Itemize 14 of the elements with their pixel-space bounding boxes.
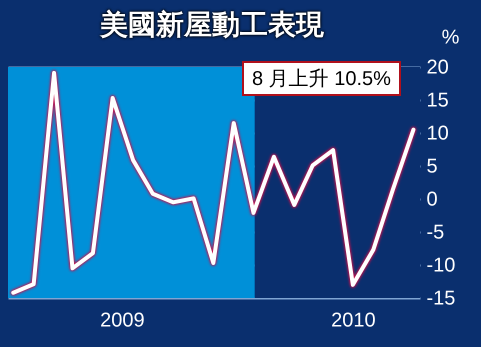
y-tick-label: 0 [426,188,438,210]
y-tick-label: 5 [426,156,438,178]
chart-title: 美國新屋動工表現 [100,7,324,43]
y-tick-label: -10 [426,254,456,276]
annotation: 8 月上升 10.5% [242,61,401,96]
x-tick-label: 2009 [100,310,145,332]
x-tick-label: 2010 [331,310,376,332]
y-tick-label: 20 [426,56,449,78]
y-tick-label: 10 [426,122,449,144]
y-axis-title: % [442,26,460,48]
y-tick-label: -15 [426,288,456,310]
line-series [11,70,416,295]
y-tick-label: 15 [426,90,449,112]
y-tick-label: -5 [426,222,444,244]
